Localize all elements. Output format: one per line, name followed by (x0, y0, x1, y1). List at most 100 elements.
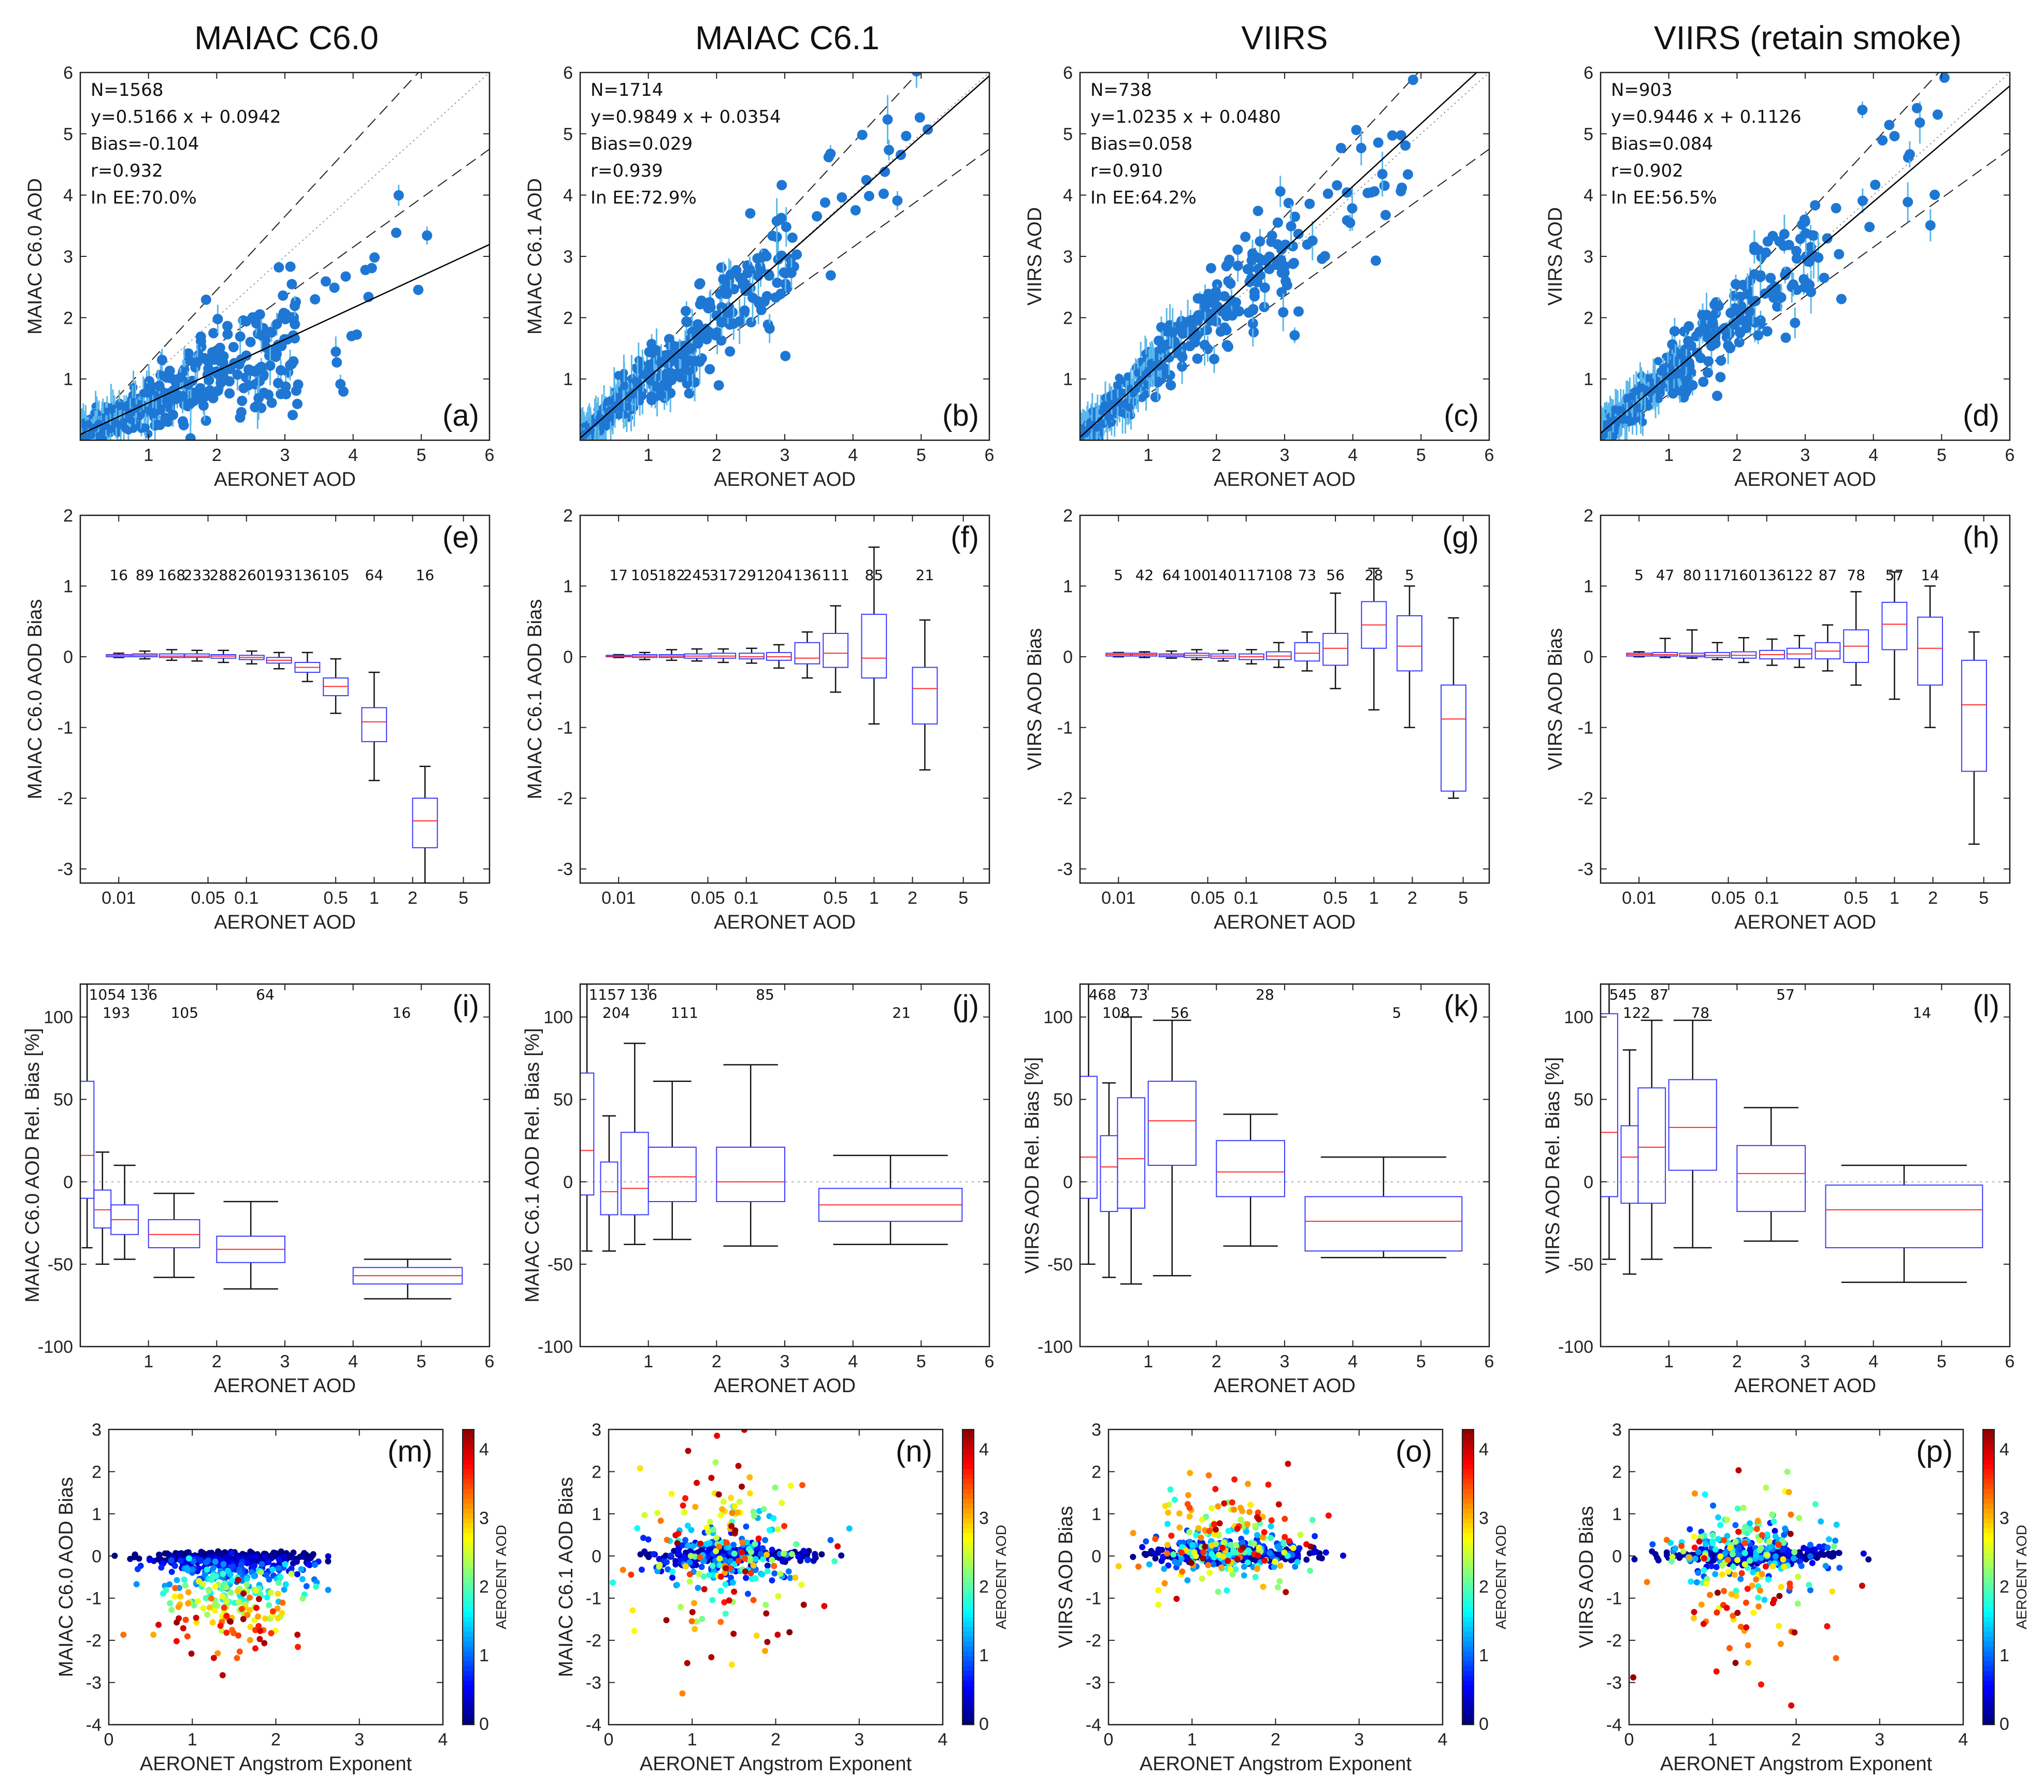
data-point (236, 1599, 242, 1606)
data-point (1747, 296, 1758, 307)
data-point (1373, 137, 1384, 148)
colorbar-segment (463, 1454, 474, 1459)
panel-c-xlabel: AERONET AOD (1214, 469, 1356, 490)
data-point (1744, 306, 1755, 317)
sample-count: 204 (765, 567, 793, 584)
sample-count: 100 (1183, 567, 1211, 584)
panel-f-xtick-label: 2 (908, 888, 917, 908)
data-point (222, 321, 233, 331)
data-point (254, 375, 265, 386)
panel-e-ytick-label: 1 (63, 577, 73, 597)
data-point (243, 1576, 250, 1582)
data-point (1819, 272, 1830, 283)
data-point (1618, 415, 1626, 424)
data-point (781, 222, 791, 233)
panel-j-xtick-label: 6 (985, 1352, 995, 1371)
data-point (292, 398, 303, 409)
data-point (1124, 372, 1132, 381)
colorbar-segment (463, 1498, 474, 1504)
data-point (413, 284, 424, 295)
box (412, 798, 438, 848)
panel-i-ytick-label: -100 (38, 1337, 73, 1357)
data-point (265, 360, 276, 371)
data-point (210, 1565, 217, 1571)
data-point (120, 1631, 127, 1638)
data-point (270, 1549, 277, 1556)
panel-a-ylabel: MAIAC C6.0 AOD (24, 178, 46, 335)
sample-count: 87 (1819, 567, 1837, 584)
panel-b-xtick-label: 5 (916, 445, 926, 465)
colorbar-segment (463, 1429, 474, 1435)
data-point (704, 364, 715, 374)
plot-area-e (106, 649, 438, 883)
data-point (1387, 130, 1398, 141)
data-point (725, 269, 736, 280)
panel-b-xlabel: AERONET AOD (714, 469, 856, 490)
panel-f-frame (579, 514, 990, 884)
data-point (776, 212, 787, 223)
data-point (211, 1601, 218, 1608)
data-point (275, 1565, 282, 1572)
data-point (282, 1561, 289, 1568)
data-point (287, 410, 298, 421)
data-point (156, 354, 167, 365)
panel-e-xtick-label: 2 (408, 888, 418, 908)
stat-line: r=0.939 (591, 161, 663, 181)
data-point (214, 342, 225, 353)
box (1080, 1076, 1098, 1199)
data-point (281, 1586, 287, 1593)
panel-d-xtick-label: 1 (1664, 445, 1674, 465)
data-point (155, 1551, 162, 1558)
data-point (158, 1564, 165, 1571)
panel-m-ytick-label: -4 (86, 1715, 102, 1735)
colorbar-segment (463, 1567, 474, 1573)
panel-m-ytick-label: 1 (92, 1505, 102, 1524)
data-point (1113, 381, 1121, 390)
data-point (227, 1618, 234, 1625)
panel-f-ytick-label: 1 (563, 577, 573, 597)
data-point (1670, 356, 1681, 367)
panel-h-xtick-label: 0.01 (1622, 888, 1656, 908)
data-point (241, 316, 252, 327)
data-point (1755, 271, 1766, 282)
colorbar-segment (463, 1518, 474, 1524)
colorbar-segment (463, 1503, 474, 1509)
data-point (224, 388, 235, 399)
sample-count: 16 (416, 567, 435, 584)
panel-j-panel-label: (j) (952, 989, 979, 1023)
panel-b-ytick-label: 5 (563, 124, 573, 144)
panel-h-ytick-label: -1 (1578, 718, 1593, 738)
data-point (184, 1633, 191, 1640)
data-point (892, 195, 903, 206)
colorbar-segment (463, 1636, 474, 1642)
panel-f-xlabel: AERONET AOD (714, 912, 856, 933)
panel-g-ytick-label: 1 (1063, 577, 1073, 597)
data-point (1742, 289, 1753, 300)
data-point (1804, 256, 1815, 267)
data-point (311, 1562, 318, 1568)
data-point (229, 1563, 236, 1570)
data-point (1741, 323, 1752, 334)
data-point (825, 270, 836, 281)
data-point (1278, 307, 1289, 317)
stat-line: N=1714 (591, 80, 663, 100)
panel-a-ytick-label: 6 (63, 63, 73, 83)
data-point (1317, 253, 1328, 264)
colorbar-segment (463, 1710, 474, 1715)
data-point (274, 262, 284, 273)
panel-f-xtick-label: 0.5 (823, 888, 847, 908)
data-point (237, 1569, 243, 1576)
panel-i-xtick-label: 4 (348, 1352, 358, 1371)
panel-g-xtick-label: 0.1 (1234, 888, 1258, 908)
data-point (685, 355, 696, 366)
data-point (262, 1615, 268, 1622)
data-point (1683, 321, 1694, 331)
panel-j-xtick-label: 4 (848, 1352, 858, 1371)
sample-count: 136 (294, 567, 321, 584)
data-point (268, 1630, 275, 1637)
data-point (245, 337, 256, 348)
data-point (198, 1550, 205, 1556)
data-point (1289, 330, 1300, 341)
